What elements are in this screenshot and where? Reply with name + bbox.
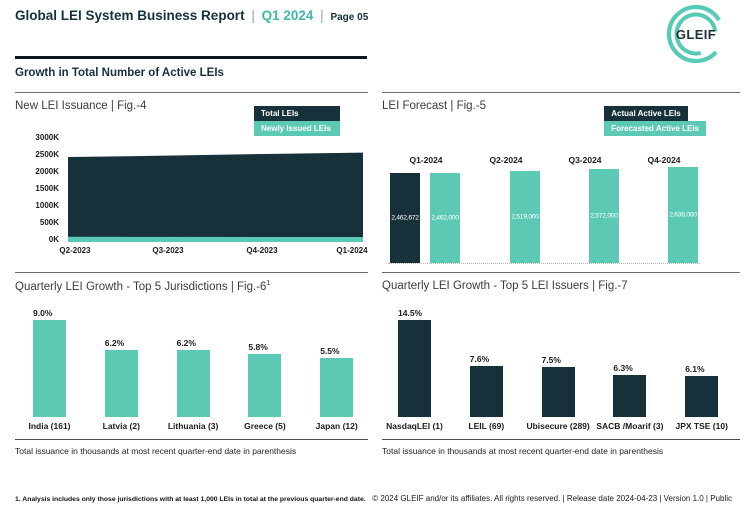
growth-bar — [176, 350, 210, 417]
growth-value-label: 5.5% — [320, 345, 340, 356]
area-total-leis — [68, 152, 363, 239]
x-axis-tick-label: Q2-2023 — [59, 246, 91, 255]
forecast-baseline — [388, 263, 700, 264]
y-axis-tick-label: 2500K — [35, 150, 59, 159]
bar-value-label: 2,462,672 — [391, 214, 419, 222]
legend: Total LEIs Newly Issued LEIs — [254, 106, 340, 136]
forecast-bar-forecasted: 2,572,000 — [589, 169, 619, 263]
forecast-column-header: Q2-2024 — [489, 155, 523, 165]
y-axis-tick-label: 1500K — [35, 184, 59, 193]
forecast-bar-forecasted: 2,638,000 — [668, 167, 698, 263]
y-axis-tick-label: 0K — [48, 235, 59, 244]
growth-bar — [104, 350, 138, 417]
bar-value-label: 2,519,000 — [511, 213, 539, 221]
bar-chart-top5-lei-issuers: 14.5% NasdaqLEI (1) 7.6% LEIL (69) 7.5% Ubise… — [382, 273, 740, 462]
forecast-bar-forecasted: 2,462,000 — [430, 173, 460, 263]
gleif-logo: GLEIF — [658, 3, 734, 65]
forecast-bar-forecasted: 2,519,000 — [510, 171, 540, 263]
bar-value-label: 2,572,000 — [590, 212, 618, 220]
report-header: Global LEI System Business Report | Q1 2… — [15, 8, 368, 23]
panel-top5-lei-issuers: Quarterly LEI Growth - Top 5 LEI Issuers… — [382, 272, 740, 462]
y-axis-tick-label: 500K — [39, 218, 59, 227]
forecast-column-header: Q3-2024 — [568, 155, 602, 165]
x-axis-tick-label: Q1-2024 — [336, 246, 368, 255]
header-separator: | — [251, 8, 255, 23]
growth-bar — [469, 366, 503, 417]
chart-title: LEI Forecast | Fig.-5 — [382, 100, 486, 112]
y-axis-tick-label: 3000K — [35, 133, 59, 142]
growth-value-label: 6.3% — [613, 362, 633, 373]
legend: Actual Active LEIs Forecasted Active LEI… — [604, 106, 706, 136]
legend-item-actual-active-leis: Actual Active LEIs — [604, 106, 688, 121]
panel-top5-jurisdictions: Quarterly LEI Growth - Top 5 Jurisdictio… — [15, 272, 368, 462]
growth-bar — [248, 354, 282, 417]
growth-value-label: 6.2% — [176, 338, 196, 349]
report-title: Global LEI System Business Report — [15, 8, 245, 23]
bar-value-label: 2,638,000 — [669, 211, 697, 219]
chart-title-text: Quarterly LEI Growth - Top 5 Jurisdictio… — [15, 280, 267, 293]
footnote-divider — [15, 439, 368, 440]
page-number: Page 05 — [330, 12, 369, 23]
header-rule — [15, 56, 367, 59]
category-label: JPX TSE (10) — [675, 421, 728, 431]
area-chart-new-lei-issuance: 3000K 2500K 2000K 1500K 1000K 500K 0K Q2-2023 Q3… — [15, 93, 368, 270]
category-label: Japan (12) — [315, 421, 358, 431]
bar-value-label: 2,462,000 — [431, 214, 459, 222]
forecast-column-header: Q4-2024 — [647, 155, 681, 165]
category-label: NasdaqLEI (1) — [386, 421, 443, 431]
category-label: Ubisecure (289) — [526, 421, 590, 431]
growth-value-label: 6.1% — [685, 364, 705, 375]
category-label: Greece (5) — [244, 421, 286, 431]
growth-bar — [541, 366, 575, 417]
category-label: Latvia (2) — [102, 421, 140, 431]
legend-item-forecasted-active-leis: Forecasted Active LEIs — [604, 121, 706, 136]
growth-bar — [320, 357, 354, 417]
analysis-footnote: 1. Analysis includes only those jurisdic… — [15, 496, 366, 503]
gleif-logo-rings-icon — [666, 4, 726, 64]
x-axis-tick-label: Q4-2023 — [246, 246, 278, 255]
section-title: Growth in Total Number of Active LEIs — [15, 67, 224, 79]
forecast-column-header: Q1-2024 — [409, 155, 443, 165]
x-axis-tick-label: Q3-2023 — [152, 246, 184, 255]
chart-title: Quarterly LEI Growth - Top 5 LEI Issuers… — [382, 280, 628, 292]
category-label: SACB /Moarif (3) — [596, 421, 664, 431]
legend-item-newly-issued-leis: Newly Issued LEIs — [254, 121, 340, 136]
y-axis-tick-label: 1000K — [35, 201, 59, 210]
growth-value-label: 5.8% — [248, 342, 268, 353]
legend-item-total-leis: Total LEIs — [254, 106, 340, 121]
report-period: Q1 2024 — [261, 8, 314, 23]
growth-value-label: 9.0% — [33, 308, 53, 318]
footnote-divider — [382, 439, 740, 440]
forecast-bar-actual: 2,462,672 — [390, 173, 420, 263]
chart-title: Quarterly LEI Growth - Top 5 Jurisdictio… — [15, 280, 270, 293]
chart-title-superscript: 1 — [266, 280, 271, 287]
area-plot — [68, 152, 363, 242]
y-axis-tick-label: 2000K — [35, 167, 59, 176]
growth-bar — [33, 320, 66, 417]
chart-title: New LEI Issuance | Fig.-4 — [15, 100, 147, 112]
growth-value-label: 14.5% — [398, 308, 423, 318]
header-separator: | — [320, 8, 324, 23]
category-label: Lithuania (3) — [167, 421, 219, 431]
copyright-line: © 2024 GLEIF and/or its affiliates. All … — [372, 494, 732, 503]
category-label: India (161) — [28, 421, 71, 431]
growth-bar — [398, 320, 431, 417]
growth-bar — [685, 376, 719, 417]
panel-lei-forecast: LEI Forecast | Fig.-5 Actual Active LEIs… — [382, 92, 740, 270]
chart-footnote: Total issuance in thousands at most rece… — [15, 446, 297, 456]
column-chart-lei-forecast: Q1-2024 Q2-2024 Q3-2024 Q4-2024 2,462,672 2,4… — [382, 93, 740, 270]
growth-value-label: 6.2% — [104, 338, 125, 349]
growth-value-label: 7.6% — [469, 354, 490, 365]
chart-footnote: Total issuance in thousands at most rece… — [382, 446, 664, 456]
gleif-logo-text: GLEIF — [675, 26, 717, 42]
bar-chart-top5-jurisdictions: 9.0% India (161) 6.2% Latvia (2) 6.2% Lithuan… — [15, 273, 368, 462]
category-label: LEIL (69) — [468, 421, 505, 431]
panel-new-lei-issuance: New LEI Issuance | Fig.-4 Total LEIs New… — [15, 92, 368, 270]
growth-value-label: 7.5% — [541, 354, 561, 365]
growth-bar — [613, 374, 647, 417]
area-newly-issued-leis — [68, 236, 363, 242]
